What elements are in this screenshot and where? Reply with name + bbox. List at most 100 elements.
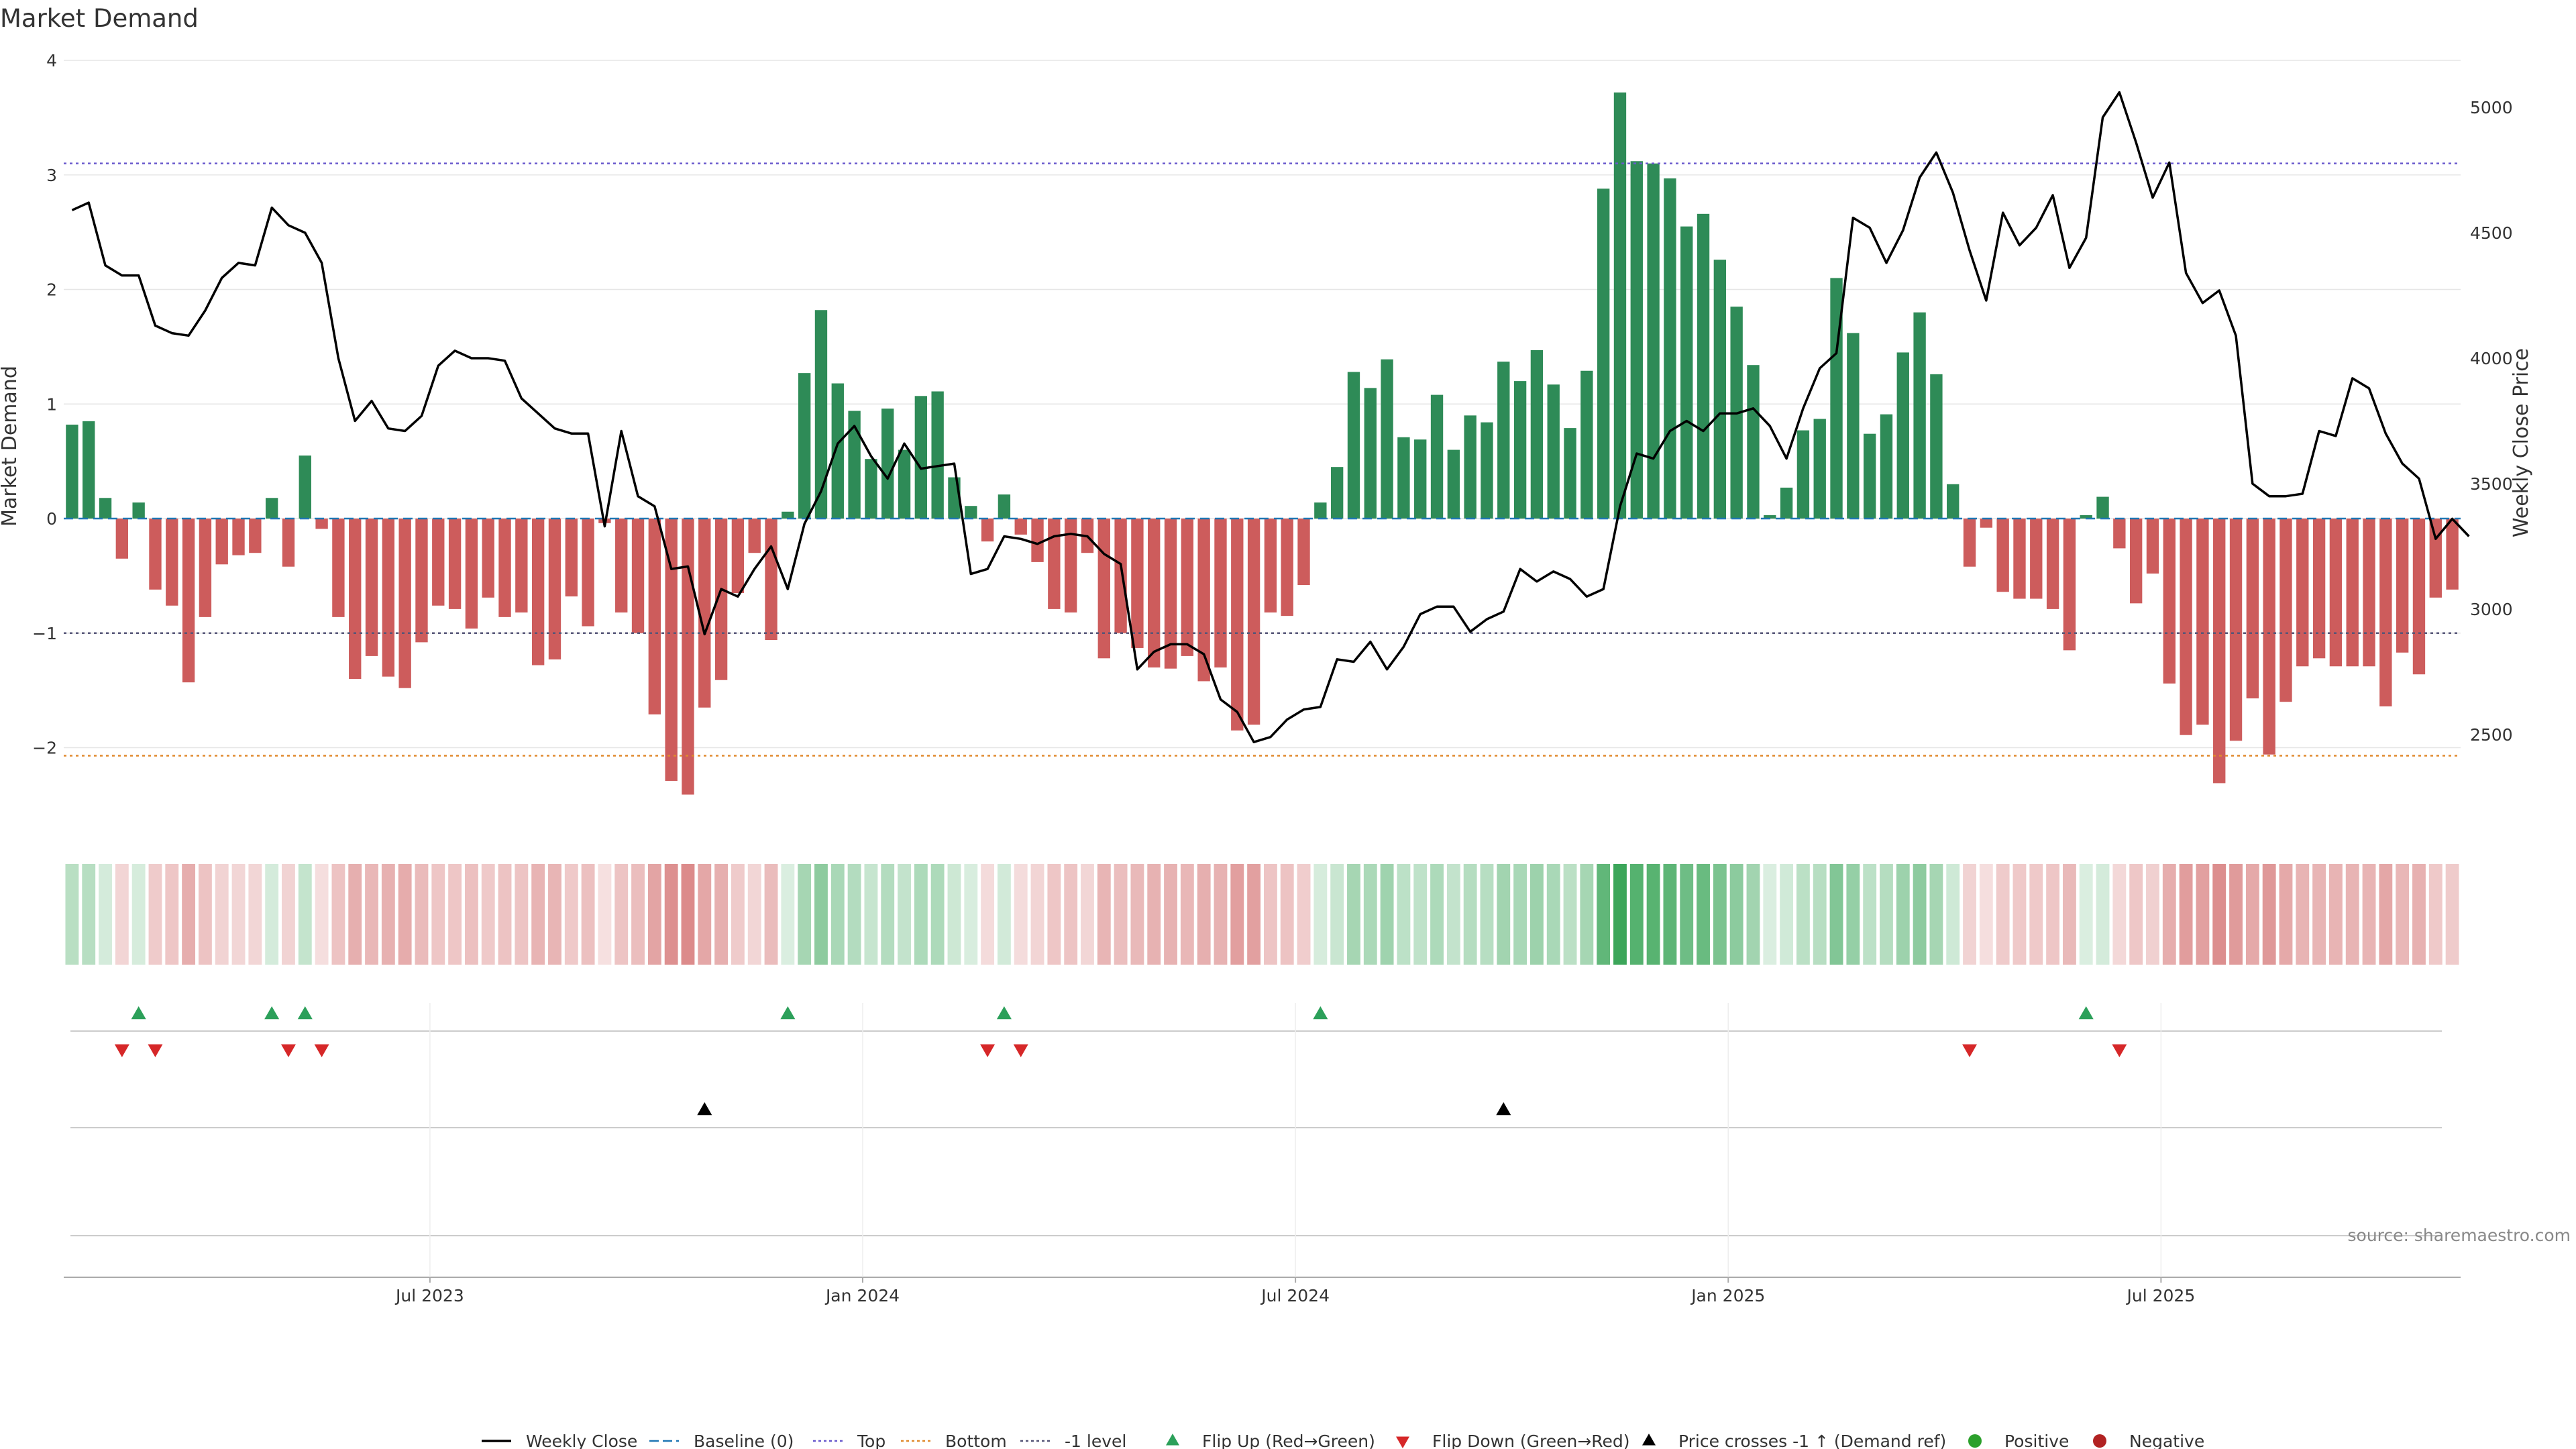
demand-bar-negative: [2263, 519, 2275, 755]
left-tick-label: 3: [46, 166, 57, 185]
demand-bar-positive: [1664, 178, 1676, 519]
strip-cell-positive: [1497, 864, 1511, 965]
demand-bar-positive: [2096, 496, 2109, 519]
demand-bar-negative: [2046, 519, 2059, 609]
demand-bar-negative: [398, 519, 411, 688]
strip-cell-positive: [1946, 864, 1960, 965]
strip-cell-positive: [814, 864, 828, 965]
strip-cell-positive: [1463, 864, 1477, 965]
demand-bar-negative: [582, 519, 594, 627]
strip-cell-negative: [448, 864, 462, 965]
demand-bar-positive: [1547, 384, 1560, 519]
strip-cell-negative: [581, 864, 595, 965]
demand-bar-negative: [1181, 519, 1194, 656]
strip-cell-positive: [847, 864, 861, 965]
demand-bar-negative: [2013, 519, 2026, 599]
legend: Weekly Close Baseline (0) Top Bottom -1 leve…: [482, 1432, 2204, 1449]
demand-bar-positive: [1796, 430, 1810, 519]
legend-item-label: Top: [857, 1432, 885, 1449]
strip-cell-positive: [947, 864, 961, 965]
flip-up-marker: [131, 1006, 146, 1020]
demand-bar-negative: [1114, 519, 1127, 633]
strip-cell-negative: [714, 864, 729, 965]
left-tick-label: 4: [46, 51, 57, 70]
demand-bar-negative: [1281, 519, 1293, 616]
demand-bar-negative: [1064, 519, 1077, 613]
legend-item-label: Negative: [2129, 1432, 2204, 1449]
strip-cell-positive: [1813, 864, 1827, 965]
demand-bar-negative: [2379, 519, 2392, 707]
strip-cell-negative: [1996, 864, 2010, 965]
strip-cell-negative: [2112, 864, 2127, 965]
demand-strip: [65, 864, 2459, 965]
strip-cell-positive: [1829, 864, 1843, 965]
legend-item-label: Weekly Close: [526, 1432, 637, 1449]
demand-bar-negative: [1297, 519, 1310, 586]
strip-cell-negative: [1214, 864, 1228, 965]
strip-cell-positive: [1380, 864, 1394, 965]
strip-cell-negative: [198, 864, 212, 965]
demand-bar-negative: [2312, 519, 2326, 659]
demand-bar-positive: [1913, 312, 1926, 519]
demand-bar-positive: [1947, 484, 1960, 519]
demand-bar-positive: [1314, 502, 1327, 519]
strip-cell-negative: [2179, 864, 2193, 965]
demand-bar-positive: [1813, 419, 1826, 519]
strip-cell-positive: [265, 864, 279, 965]
demand-bar-negative: [765, 519, 777, 640]
demand-bar-negative: [714, 519, 728, 680]
strip-cell-negative: [1963, 864, 1976, 965]
demand-bar-negative: [531, 519, 545, 665]
source-label: source: sharemaestro.com: [2348, 1226, 2571, 1245]
strip-cell-negative: [1097, 864, 1111, 965]
demand-bar-negative: [1097, 519, 1110, 659]
strip-cell-positive: [1913, 864, 1927, 965]
strip-cell-positive: [1597, 864, 1611, 965]
strip-cell-negative: [2279, 864, 2293, 965]
strip-cell-negative: [2162, 864, 2176, 965]
strip-cell-negative: [165, 864, 179, 965]
strip-cell-positive: [1646, 864, 1660, 965]
demand-bar-negative: [1963, 519, 1976, 567]
demand-bar-positive: [1647, 163, 1660, 519]
strip-cell-negative: [731, 864, 745, 965]
strip-cell-positive: [2096, 864, 2110, 965]
strip-cell-positive: [898, 864, 911, 965]
demand-bar-negative: [2429, 519, 2442, 598]
strip-cell-negative: [2146, 864, 2159, 965]
x-axis: Jul 2023 Jan 2024 Jul 2024 Jan 2025 Jul 2025: [64, 1277, 2461, 1305]
demand-bar-positive: [2080, 515, 2092, 519]
strip-cell-negative: [1280, 864, 1294, 965]
strip-cell-negative: [2046, 864, 2060, 965]
strip-cell-negative: [115, 864, 129, 965]
strip-cell-negative: [1064, 864, 1078, 965]
strip-cell-negative: [764, 864, 778, 965]
demand-bar-positive: [1381, 359, 1393, 519]
left-tick-label: −1: [32, 624, 57, 643]
strip-cell-positive: [1430, 864, 1444, 965]
strip-cell-negative: [398, 864, 412, 965]
demand-bar-negative: [432, 519, 445, 606]
legend-swatch-triangle-up: [1166, 1434, 1179, 1446]
strip-cell-positive: [82, 864, 96, 965]
demand-bar-negative: [981, 519, 994, 542]
demand-bar-negative: [166, 519, 178, 606]
demand-bar-negative: [365, 519, 378, 656]
demand-bar-negative: [2396, 519, 2409, 653]
demand-bar-negative: [648, 519, 661, 714]
strip-cell-positive: [1480, 864, 1494, 965]
demand-bar-negative: [415, 519, 428, 643]
demand-bar-negative: [2063, 519, 2076, 651]
price-cross-marker: [1496, 1102, 1511, 1116]
demand-bar-negative: [382, 519, 395, 677]
demand-bar-negative: [448, 519, 462, 609]
demand-bar-positive: [1364, 388, 1377, 519]
flip-up-marker: [996, 1006, 1012, 1020]
strip-cell-positive: [1513, 864, 1527, 965]
left-y-axis-label: Market Demand: [0, 366, 21, 527]
flip-down-marker: [280, 1044, 296, 1057]
strip-cell-positive: [1763, 864, 1777, 965]
strip-cell-negative: [498, 864, 512, 965]
strip-cell-positive: [131, 864, 146, 965]
